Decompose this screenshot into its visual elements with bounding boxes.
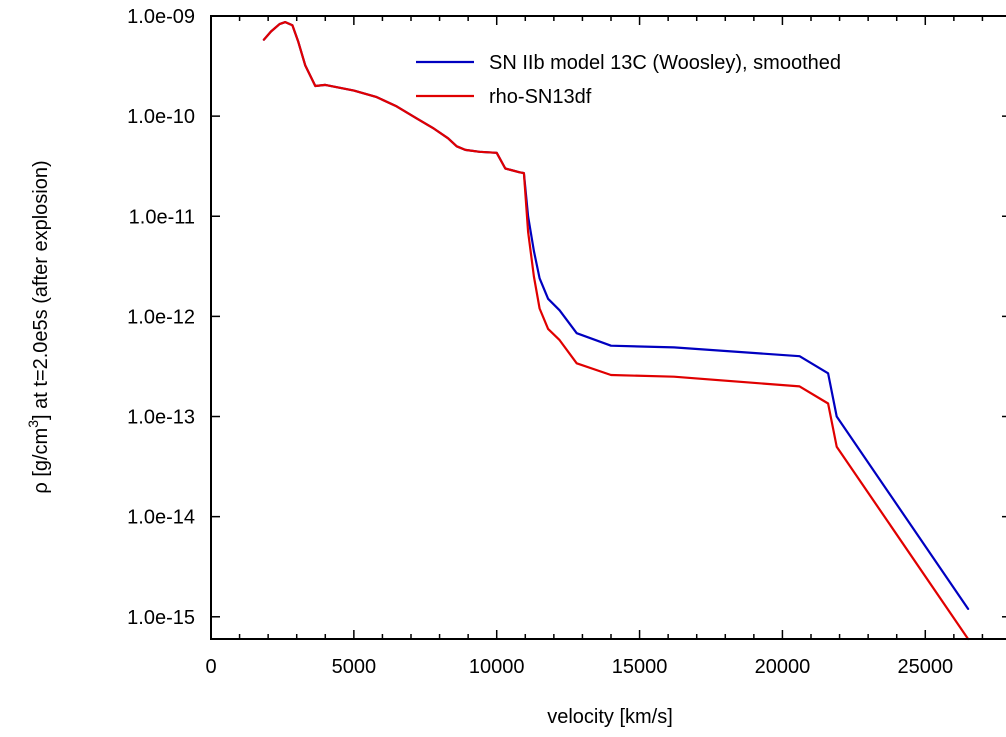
y-axis-ticks: 1.0e-09 1.0e-10 1.0e-11 1.0e-12 1.0e-13 1.0e-… [127, 6, 1006, 629]
y-axis-title-superscript: 3 [25, 420, 41, 428]
x-axis-ticks: 0 5000 10000 15000 20000 25000 [205, 16, 984, 678]
y-tick-label: 1.0e-14 [127, 507, 195, 529]
legend-label-series-2: rho-SN13df [489, 86, 592, 108]
x-tick-label: 10000 [469, 656, 525, 678]
y-tick-label: 1.0e-11 [129, 206, 195, 228]
y-tick-label: 1.0e-15 [127, 607, 195, 629]
series-layer [262, 21, 970, 641]
series-line-1 [262, 21, 970, 611]
y-axis-title: ρ [g/cm3] at t=2.0e5s (after explosion) [25, 160, 52, 493]
x-tick-label: 25000 [897, 656, 953, 678]
x-tick-label: 15000 [612, 656, 668, 678]
x-tick-label: 0 [205, 656, 216, 678]
x-tick-label: 20000 [755, 656, 811, 678]
y-axis-title-suffix: ] at t=2.0e5s (after explosion) [30, 160, 52, 420]
y-tick-label: 1.0e-10 [127, 106, 195, 128]
plot-frame [210, 15, 1006, 640]
x-tick-label: 5000 [332, 656, 377, 678]
y-axis-title-prefix: ρ [g/cm [30, 428, 52, 494]
legend-label-series-1: SN IIb model 13C (Woosley), smoothed [489, 52, 841, 74]
series-line-2 [262, 21, 970, 641]
y-tick-label: 1.0e-13 [127, 407, 195, 429]
x-axis-title: velocity [km/s] [547, 706, 673, 728]
legend: SN IIb model 13C (Woosley), smoothed rho… [416, 52, 841, 108]
y-tick-label: 1.0e-09 [127, 6, 195, 28]
y-tick-label: 1.0e-12 [127, 306, 195, 328]
